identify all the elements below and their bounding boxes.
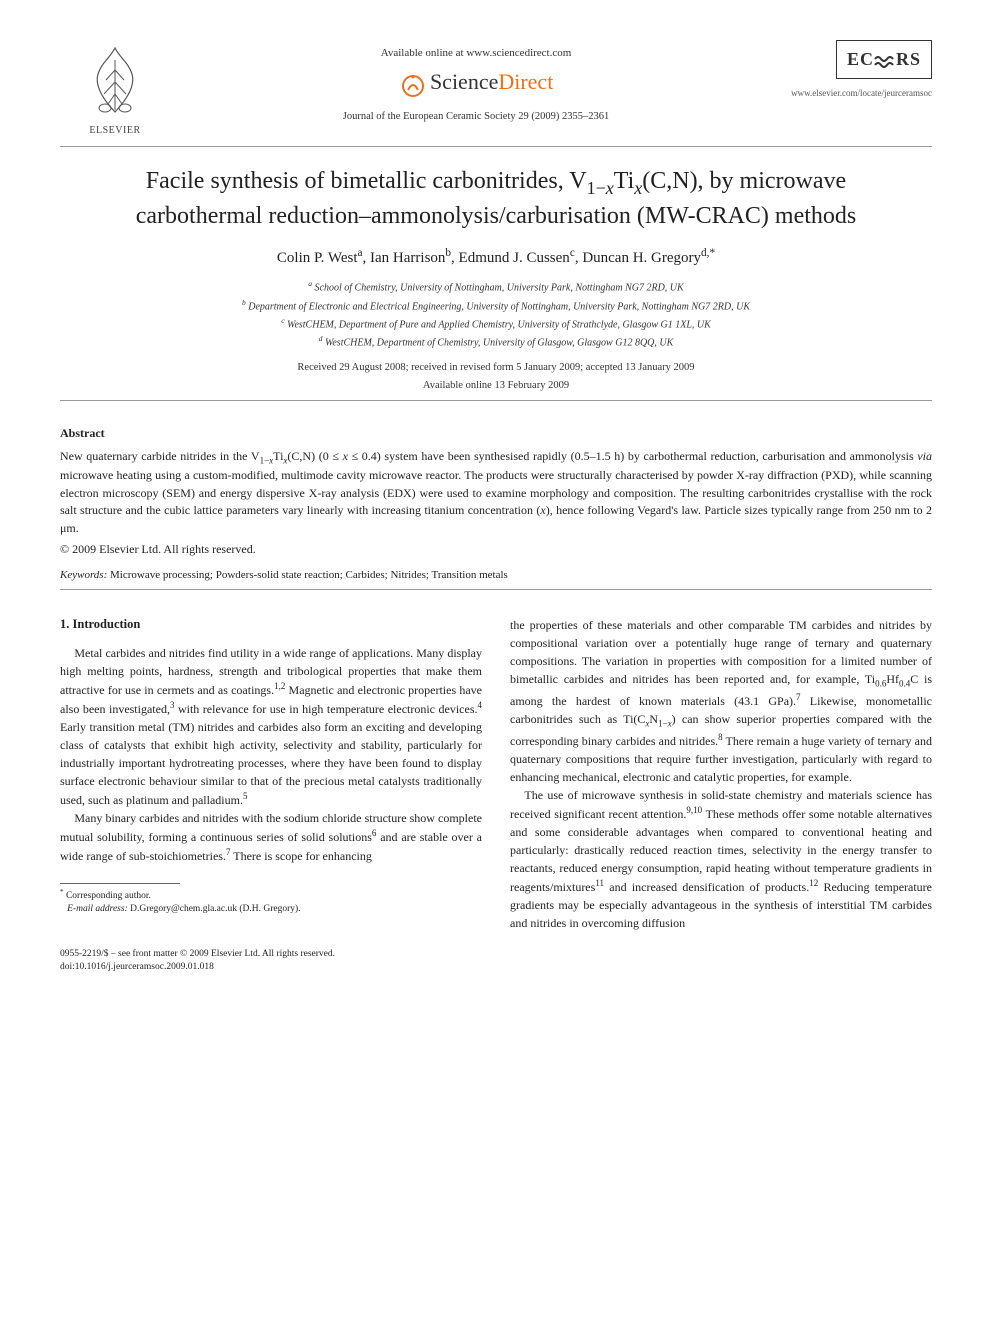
footnote-text: Corresponding author. [66,891,151,901]
abstract-paragraph: New quaternary carbide nitrides in the V… [60,448,932,537]
ecers-text: EC [847,49,874,69]
p-seg: and increased densification of products. [604,880,809,894]
wave-icon [874,53,896,69]
column-left: 1. Introduction Metal carbides and nitri… [60,616,482,932]
footnote-star: * [60,888,64,896]
intro-p1: Metal carbides and nitrides find utility… [60,644,482,809]
author-sup: a [358,247,363,259]
header-right: EC RS www.elsevier.com/locate/jeurceramso… [782,40,932,100]
abstract-heading: Abstract [60,425,932,442]
cite-sup[interactable]: 5 [243,791,248,801]
intro-p1-cont: the properties of these materials and ot… [510,616,932,786]
abstract-top-rule [60,400,932,401]
abs-italic: via [917,449,932,463]
elsevier-label: ELSEVIER [60,124,170,138]
sd-prefix: Science [430,69,498,94]
affiliation-c: c WestCHEM, Department of Pure and Appli… [60,316,932,332]
column-right: the properties of these materials and ot… [510,616,932,932]
affil-text: School of Chemistry, University of Notti… [315,283,684,294]
elsevier-logo-icon [80,40,150,120]
header-rule [60,146,932,147]
email-address[interactable]: D.Gregory@chem.gla.ac.uk [130,904,237,914]
author: Duncan H. Gregory [582,250,701,266]
page-footer: 0955-2219/$ – see front matter © 2009 El… [60,948,932,975]
email-who: (D.H. Gregory). [239,904,300,914]
email-label: E-mail address: [67,904,128,914]
ecers-logo: EC RS [836,40,932,79]
title-var: x [606,178,614,198]
p-seg: Early transition metal (TM) nitrides and… [60,720,482,807]
author: Colin P. West [277,250,358,266]
title-seg: Ti [614,168,634,194]
affiliation-a: a School of Chemistry, University of Not… [60,279,932,295]
title-sub: 1− [587,178,606,198]
body-columns: 1. Introduction Metal carbides and nitri… [60,616,932,932]
journal-reference: Journal of the European Ceramic Society … [170,110,782,125]
p-seg: with relevance for use in high temperatu… [174,702,477,716]
cite-sup[interactable]: 11 [595,878,604,888]
cite-sup[interactable]: 12 [809,878,818,888]
available-online-text: Available online at www.sciencedirect.co… [170,46,782,61]
cite-sup[interactable]: 1,2 [274,681,285,691]
authors-line: Colin P. Westa, Ian Harrisonb, Edmund J.… [60,246,932,269]
footnote-rule [60,883,180,884]
sub: 0.4 [899,679,910,689]
abs-seg: ≤ 0.4) system have been synthesised rapi… [348,449,917,463]
abs-seg: New quaternary carbide nitrides in the V [60,449,260,463]
sub: 0.6 [875,679,886,689]
abstract-copyright: © 2009 Elsevier Ltd. All rights reserved… [60,541,932,558]
cite-sup[interactable]: 4 [478,700,483,710]
affil-text: WestCHEM, Department of Pure and Applied… [287,319,711,330]
p-seg: N [649,712,658,726]
affil-text: Department of Electronic and Electrical … [248,301,750,312]
keywords-line: Keywords: Microwave processing; Powders-… [60,568,932,583]
ecers-text-2: RS [896,49,921,69]
article-title: Facile synthesis of bimetallic carbonitr… [100,165,892,232]
dates-line-2: Available online 13 February 2009 [60,379,932,394]
keywords-text: Microwave processing; Powders-solid stat… [110,569,508,581]
cite-sup[interactable]: 9,10 [686,805,702,815]
p-seg: Hf [886,672,899,686]
page-header: ELSEVIER Available online at www.science… [60,40,932,138]
abs-seg: Ti [273,449,283,463]
affiliation-b: b Department of Electronic and Electrica… [60,298,932,314]
keywords-label: Keywords: [60,569,107,581]
author: Ian Harrison [370,250,445,266]
abstract-bottom-rule [60,589,932,590]
affil-text: WestCHEM, Department of Chemistry, Unive… [325,338,673,349]
doi-line[interactable]: doi:10.1016/j.jeurceramsoc.2009.01.018 [60,961,932,974]
sciencedirect-logo: ScienceDirect [170,67,782,100]
title-seg: Facile synthesis of bimetallic carbonitr… [146,168,587,194]
dates-line-1: Received 29 August 2008; received in rev… [60,361,932,376]
intro-p3: The use of microwave synthesis in solid-… [510,786,932,932]
intro-p2: Many binary carbides and nitrides with t… [60,809,482,865]
homepage-url[interactable]: www.elsevier.com/locate/jeurceramsoc [782,87,932,100]
sd-suffix: Direct [498,69,553,94]
p-seg: There is scope for enhancing [230,849,371,863]
author-sup: b [445,247,451,259]
author-sup: c [570,247,575,259]
corresponding-footnote: * Corresponding author. E-mail address: … [60,888,482,917]
issn-line: 0955-2219/$ – see front matter © 2009 El… [60,948,932,961]
affiliation-d: d WestCHEM, Department of Chemistry, Uni… [60,334,932,350]
abs-seg: (C,N) (0 ≤ [287,449,342,463]
elsevier-block: ELSEVIER [60,40,170,138]
section-1-heading: 1. Introduction [60,616,482,634]
author: Edmund J. Cussen [459,250,570,266]
header-center: Available online at www.sciencedirect.co… [170,40,782,125]
p-seg: the properties of these materials and ot… [510,618,932,686]
sciencedirect-icon [399,72,427,100]
corresponding-star: * [709,247,715,259]
